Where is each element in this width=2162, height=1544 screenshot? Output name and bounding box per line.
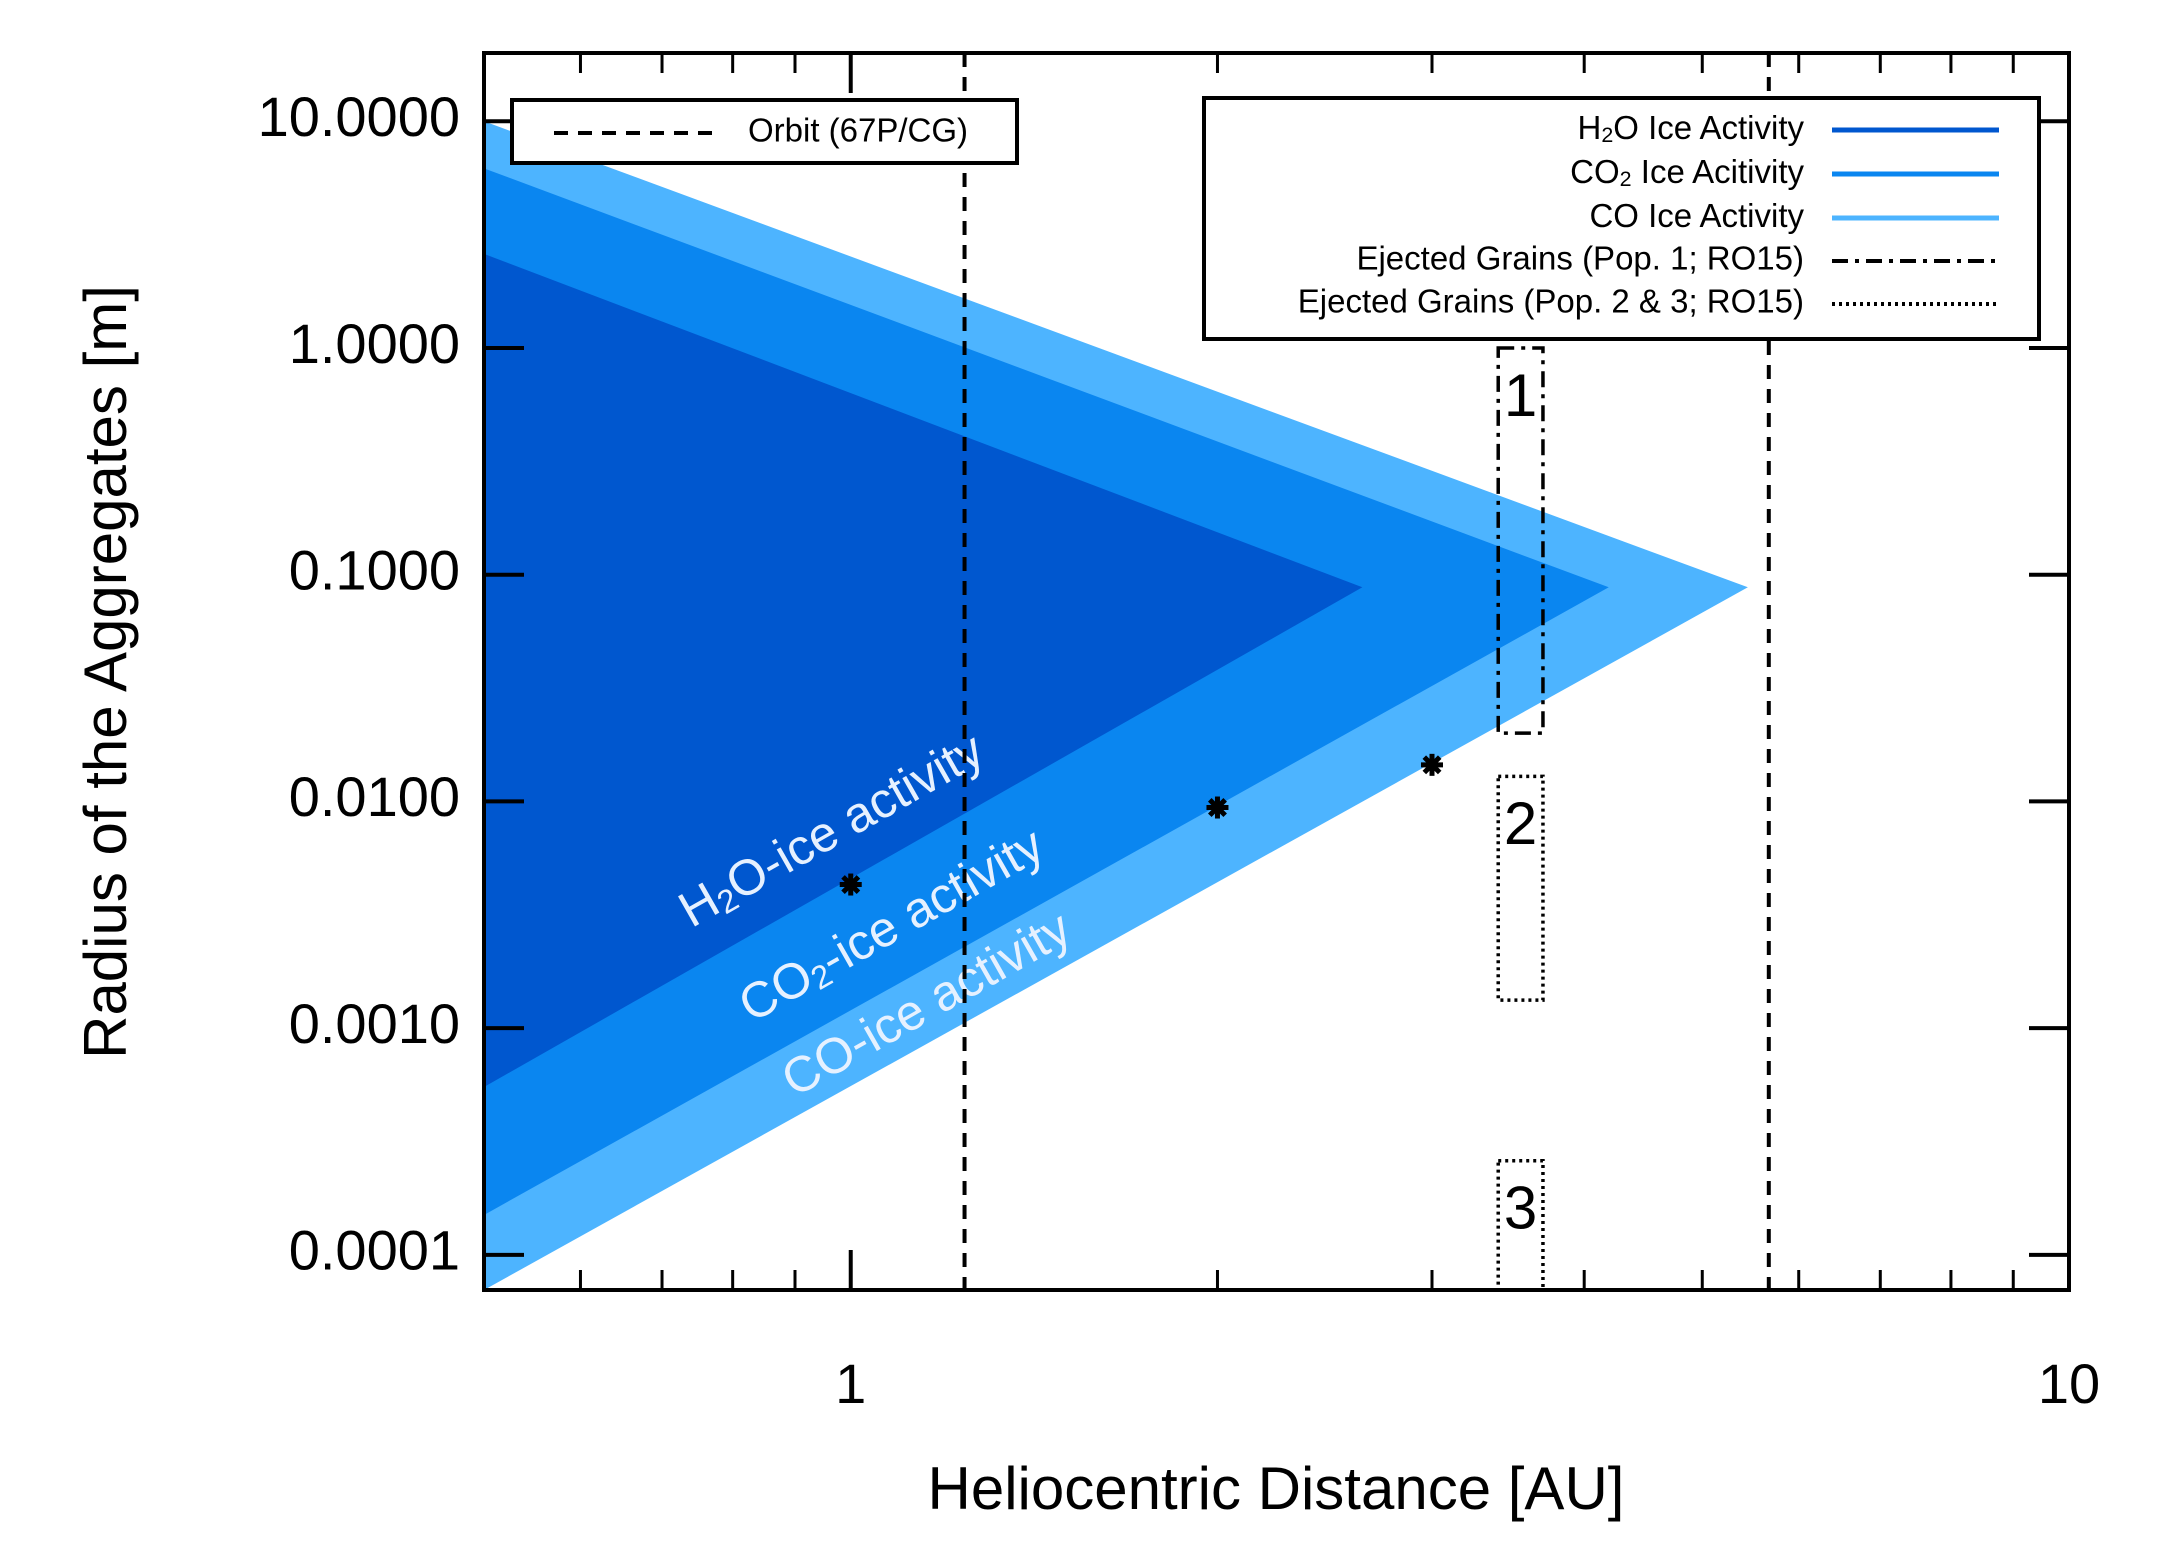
grain-label: 2	[1504, 790, 1537, 857]
text-part: CO Ice Activity	[1589, 197, 1804, 234]
grain-box	[1496, 346, 1545, 735]
legend-label: H2O Ice Activity	[1578, 109, 1805, 147]
x-tick-label: 1	[835, 1352, 866, 1415]
y-tick-label: 0.0001	[289, 1219, 460, 1282]
grain-label: 3	[1504, 1175, 1537, 1242]
star-marker	[1206, 796, 1229, 819]
legend-label: CO Ice Activity	[1589, 197, 1804, 234]
grain-label: 1	[1504, 362, 1537, 429]
star-stroke	[1208, 798, 1227, 817]
y-tick-label: 1.0000	[289, 312, 460, 375]
y-tick-label: 0.1000	[289, 538, 460, 601]
star-stroke	[1422, 755, 1442, 775]
star-marker	[1420, 753, 1443, 776]
plot-frame	[482, 51, 2071, 1292]
grain-box	[1496, 774, 1545, 1002]
legend-label: CO2 Ice Acitivity	[1570, 153, 1804, 191]
text-part: H	[1578, 109, 1602, 146]
y-tick-label: 0.0100	[289, 765, 460, 828]
text-part: O Ice Activity	[1613, 109, 1804, 146]
x-axis-title: Heliocentric Distance [AU]	[928, 1455, 1625, 1522]
text-part: CO	[1570, 153, 1620, 190]
star-marker	[839, 873, 862, 896]
y-axis-title: Radius of the Aggregates [m]	[72, 285, 139, 1059]
legend-label: Ejected Grains (Pop. 2 & 3; RO15)	[1298, 283, 1804, 320]
text-part: Ice Acitivity	[1632, 153, 1805, 190]
legend-label: Ejected Grains (Pop. 1; RO15)	[1356, 240, 1804, 277]
grain-box	[1496, 1159, 1545, 1290]
y-tick-label: 10.0000	[258, 85, 460, 148]
y-tick-label: 0.0010	[289, 992, 460, 1055]
overlay: 1 10 0.0001 0.0010 0.0100 0.1000 1.0000 10.0000…	[258, 51, 2100, 1415]
legend-label: Orbit (67P/CG)	[748, 112, 968, 149]
star-stroke	[841, 875, 861, 894]
activity-region	[484, 253, 1363, 1088]
x-tick-label: 10	[2038, 1352, 2100, 1415]
subscript: 2	[1620, 167, 1632, 191]
subscript: 2	[1601, 123, 1613, 147]
legend-box	[510, 98, 1019, 165]
